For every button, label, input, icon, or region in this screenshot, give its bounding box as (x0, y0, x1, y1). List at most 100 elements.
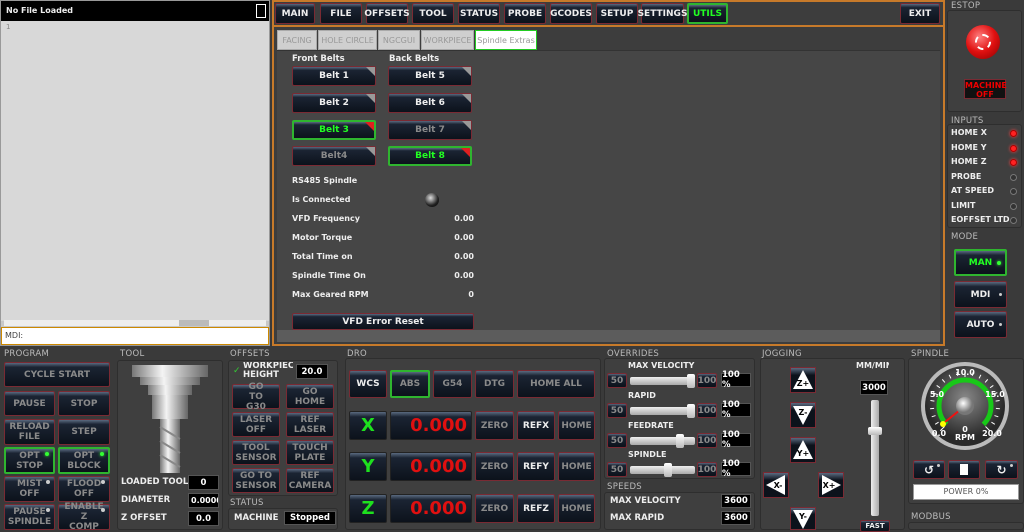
fast-button[interactable]: FAST (860, 520, 890, 532)
refx-button[interactable]: REFX (517, 411, 555, 440)
laser-off-button[interactable]: LASER OFF (232, 412, 280, 437)
max-geared-rpm-value: 0 (440, 290, 474, 299)
spindle-100-button[interactable]: 100 (697, 462, 717, 477)
dtg-button[interactable]: DTG (475, 370, 514, 398)
jog-z-plus-button[interactable]: Z+ (790, 367, 816, 393)
home-all-button[interactable]: HOME ALL (517, 370, 595, 398)
tool-image (128, 365, 212, 473)
belt-6-button[interactable]: Belt 6 (388, 93, 472, 113)
max-velocity-override-slider[interactable] (630, 377, 695, 385)
pause-spindle-button[interactable]: PAUSE SPINDLE (4, 504, 55, 530)
input-eoffset: EOFFSET LTD (951, 215, 1010, 224)
belt-1-button[interactable]: Belt 1 (292, 66, 376, 86)
pause-button[interactable]: PAUSE (4, 391, 55, 416)
tab-status[interactable]: STATUS (458, 3, 500, 24)
belt-2-button[interactable]: Belt 2 (292, 93, 376, 113)
belt-5-button[interactable]: Belt 5 (388, 66, 472, 86)
subtab-hole-circle[interactable]: HOLE CIRCLE (318, 30, 377, 50)
spindle-cw-button[interactable]: ↻ (985, 460, 1018, 479)
mode-mdi-button[interactable]: MDI (954, 281, 1007, 308)
y-home-button[interactable]: HOME (558, 452, 595, 481)
jog-z-minus-button[interactable]: Z- (790, 402, 816, 428)
exit-button[interactable]: EXIT (900, 3, 940, 24)
belt-3-button[interactable]: Belt 3 (292, 120, 376, 140)
jog-rate-slider[interactable] (871, 400, 879, 516)
enable-z-comp-button[interactable]: ENABLE Z COMP (58, 504, 110, 530)
max-velocity-50-button[interactable]: 50 (607, 373, 627, 388)
belt-8-button[interactable]: Belt 8 (388, 146, 472, 166)
rapid-50-button[interactable]: 50 (607, 403, 627, 418)
refz-button[interactable]: REFZ (517, 494, 555, 523)
wcs-button[interactable]: WCS (349, 370, 387, 398)
cycle-start-button[interactable]: CYCLE START (4, 362, 110, 387)
jog-rate-field[interactable]: 3000 (860, 380, 888, 395)
spindle-ccw-button[interactable]: ↺ (913, 460, 945, 479)
mode-man-button[interactable]: MAN (954, 249, 1007, 276)
opt-block-button[interactable]: OPT BLOCK (58, 447, 110, 474)
stop-button[interactable]: STOP (58, 391, 110, 416)
tab-utils[interactable]: UTILS (687, 3, 728, 24)
mist-button[interactable]: MIST OFF (4, 476, 55, 502)
touch-plate-button[interactable]: TOUCH PLATE (286, 440, 334, 465)
spindle-slider-handle[interactable] (664, 463, 672, 477)
max-velocity-100-button[interactable]: 100 (697, 373, 717, 388)
belt-7-button[interactable]: Belt 7 (388, 120, 472, 140)
spindle-override-slider[interactable] (630, 466, 695, 474)
rapid-override-slider[interactable] (630, 407, 695, 415)
go-to-sensor-button[interactable]: GO TO SENSOR (232, 468, 280, 493)
subtab-facing[interactable]: FACING (277, 30, 317, 50)
mdi-input[interactable] (1, 327, 269, 345)
tab-main[interactable]: MAIN (275, 3, 315, 24)
x-home-button[interactable]: HOME (558, 411, 595, 440)
reload-file-button[interactable]: RELOAD FILE (4, 419, 55, 445)
subtab-ngcgui[interactable]: NGCGUI (378, 30, 420, 50)
jog-rate-slider-handle[interactable] (868, 427, 882, 435)
spindle-stop-button[interactable] (948, 460, 980, 479)
tool-sensor-button[interactable]: TOOL SENSOR (232, 440, 280, 465)
mode-auto-button[interactable]: AUTO (954, 311, 1007, 338)
feedrate-100-button[interactable]: 100 (697, 433, 717, 448)
gcode-view[interactable] (1, 21, 269, 321)
z-home-button[interactable]: HOME (558, 494, 595, 523)
feedrate-override-slider[interactable] (630, 437, 695, 445)
x-zero-button[interactable]: ZERO (475, 411, 514, 440)
file-panel-toggle[interactable] (256, 4, 266, 18)
refy-button[interactable]: REFY (517, 452, 555, 481)
spindle-50-button[interactable]: 50 (607, 462, 627, 477)
tab-offsets[interactable]: OFFSETS (366, 3, 408, 24)
tab-tool[interactable]: TOOL (412, 3, 454, 24)
y-zero-button[interactable]: ZERO (475, 452, 514, 481)
jog-y-plus-button[interactable]: Y+ (790, 437, 816, 463)
tab-settings[interactable]: SETTINGS (641, 3, 684, 24)
vfd-error-reset-button[interactable]: VFD Error Reset (292, 313, 474, 330)
jog-x-minus-button[interactable]: X- (763, 472, 789, 498)
belt-4-button[interactable]: Belt4 (292, 146, 376, 166)
horizontal-scrollbar[interactable] (4, 320, 266, 326)
tab-setup[interactable]: SETUP (596, 3, 638, 24)
step-button[interactable]: STEP (58, 419, 110, 445)
tab-gcodes[interactable]: GCODES (550, 3, 592, 24)
estop-button[interactable] (966, 25, 1000, 59)
ref-camera-button[interactable]: REF CAMERA (286, 468, 334, 493)
rapid-100-button[interactable]: 100 (697, 403, 717, 418)
tab-file[interactable]: FILE (320, 3, 362, 24)
abs-button[interactable]: ABS (390, 370, 430, 398)
opt-stop-button[interactable]: OPT STOP (4, 447, 55, 474)
workpiece-height-field[interactable]: 20.0 (296, 364, 328, 379)
g54-button[interactable]: G54 (433, 370, 472, 398)
subtab-workpiece[interactable]: WORKPIECE (421, 30, 474, 50)
jog-x-plus-button[interactable]: X+ (818, 472, 844, 498)
feedrate-slider-handle[interactable] (676, 434, 684, 448)
subtab-spindle-extras[interactable]: Spindle Extras (475, 30, 537, 50)
feedrate-50-button[interactable]: 50 (607, 433, 627, 448)
jog-y-minus-button[interactable]: Y- (790, 507, 816, 530)
tab-probe[interactable]: PROBE (504, 3, 546, 24)
go-home-button[interactable]: GO HOME (286, 384, 334, 409)
z-zero-button[interactable]: ZERO (475, 494, 514, 523)
rapid-slider-handle[interactable] (687, 404, 695, 418)
ref-laser-button[interactable]: REF LASER (286, 412, 334, 437)
flood-button[interactable]: FLOOD OFF (58, 476, 110, 502)
max-velocity-slider-handle[interactable] (687, 374, 695, 388)
go-to-g30-button[interactable]: GO TO G30 (232, 384, 280, 409)
